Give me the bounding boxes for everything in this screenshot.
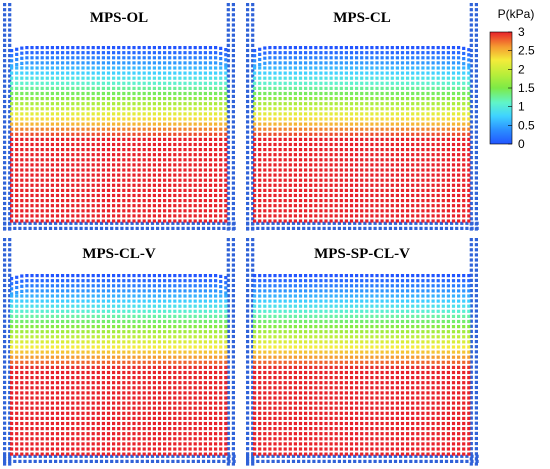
panel-mps-sp-cl-v: MPS-SP-CL-V bbox=[246, 238, 479, 466]
panel-title: MPS-CL bbox=[333, 10, 391, 26]
panel-mps-cl: MPS-CL bbox=[246, 3, 479, 231]
particle-field bbox=[3, 3, 236, 231]
colorbar-tick-label: 2 bbox=[518, 62, 525, 76]
colorbar-legend: P(kPa) 3 2.5 2 1.5 1 0.5 0 bbox=[489, 7, 535, 151]
panel-mps-ol: MPS-OL bbox=[3, 3, 236, 231]
panel-title: MPS-OL bbox=[90, 10, 148, 26]
particle-field bbox=[3, 238, 236, 466]
panel-title: MPS-CL-V bbox=[82, 246, 155, 262]
colorbar-title: P(kPa) bbox=[498, 7, 535, 21]
panel-mps-cl-v: MPS-CL-V bbox=[3, 238, 236, 466]
particle-field bbox=[246, 238, 479, 466]
panel-title: MPS-SP-CL-V bbox=[314, 246, 410, 262]
particle-field bbox=[246, 3, 479, 231]
colorbar-tick-label: 3 bbox=[518, 25, 525, 39]
colorbar-tick-label: 0.5 bbox=[518, 118, 535, 132]
colorbar-tick-label: 1 bbox=[518, 100, 525, 114]
colorbar-tick-label: 1.5 bbox=[518, 81, 535, 95]
colorbar-tick-label: 0 bbox=[518, 137, 525, 151]
colorbar-tick-label: 2.5 bbox=[518, 44, 535, 58]
